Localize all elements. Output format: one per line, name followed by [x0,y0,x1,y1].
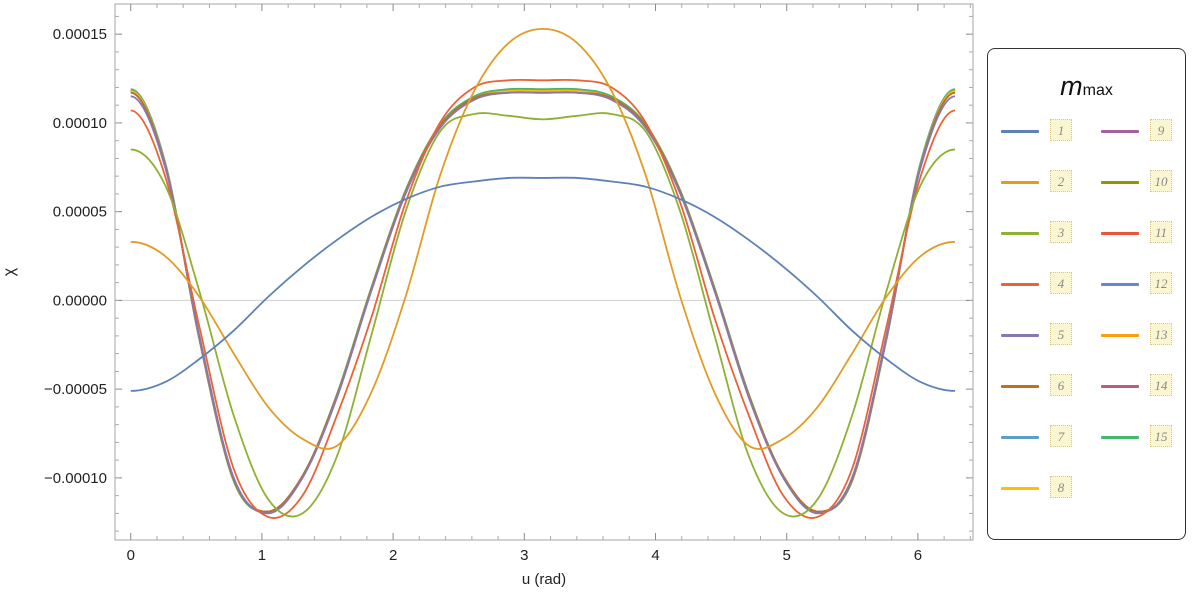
legend-item-4: 4 [1001,272,1081,296]
legend-item-3: 3 [1001,221,1081,245]
legend-swatch [1101,130,1139,133]
y-tick-label: 0.00015 [53,26,107,43]
legend-swatch [1101,181,1139,184]
series-line-11 [130,89,956,513]
series-line-14 [130,89,956,513]
legend-item-6: 6 [1001,374,1081,398]
legend-swatch [1001,232,1039,235]
series-line-3 [130,112,956,518]
legend-item-15: 15 [1101,425,1181,449]
legend-swatch [1001,487,1039,490]
legend-item-11: 11 [1101,221,1181,245]
x-tick-label: 0 [127,547,135,564]
legend-swatch [1001,130,1039,133]
legend-item-10: 10 [1101,170,1181,194]
y-tick-label: −0.00005 [44,381,107,398]
legend-item-14: 14 [1101,374,1181,398]
series-line-13 [130,89,956,513]
legend-swatch [1101,385,1139,388]
legend: mmax 1 2 3 4 5 6 7 8 9 10 11 12 13 14 15 [987,48,1186,540]
legend-item-5: 5 [1001,323,1081,347]
series-line-12 [130,89,956,513]
legend-item-1: 1 [1001,119,1081,143]
series-line-5 [130,91,956,515]
x-tick-label: 2 [389,547,397,564]
legend-label: 11 [1150,221,1172,243]
series-line-4 [130,78,956,519]
legend-label: 4 [1050,272,1072,294]
x-tick-label: 5 [783,547,791,564]
legend-item-7: 7 [1001,425,1081,449]
legend-item-8: 8 [1001,476,1081,500]
legend-label: 2 [1050,170,1072,192]
series-lines [130,27,956,519]
plot-frame [114,3,974,541]
legend-item-9: 9 [1101,119,1181,143]
legend-label: 15 [1150,425,1172,447]
legend-item-2: 2 [1001,170,1081,194]
legend-swatch [1001,283,1039,286]
legend-swatch [1001,181,1039,184]
series-line-6 [130,91,956,513]
legend-title-main: m [1060,71,1083,101]
legend-swatch [1001,334,1039,337]
legend-swatch [1001,385,1039,388]
legend-label: 14 [1150,374,1172,396]
series-line-2 [130,27,956,450]
legend-title: mmax [988,71,1185,102]
x-tick-label: 1 [258,547,266,564]
series-line-8 [130,89,956,513]
legend-title-subscript: max [1082,82,1113,99]
x-tick-label: 6 [914,547,922,564]
legend-label: 9 [1150,119,1172,141]
legend-label: 12 [1150,272,1172,294]
series-line-10 [130,89,956,513]
legend-swatch [1101,436,1139,439]
legend-label: 3 [1050,221,1072,243]
legend-label: 8 [1050,476,1072,498]
x-axis-label: u (rad) [522,571,566,588]
series-line-9 [130,89,956,513]
series-line-7 [130,91,956,513]
legend-swatch [1101,232,1139,235]
y-tick-label: 0.00010 [53,115,107,132]
legend-item-13: 13 [1101,323,1181,347]
legend-label: 5 [1050,323,1072,345]
legend-item-12: 12 [1101,272,1181,296]
legend-swatch [1001,436,1039,439]
legend-label: 13 [1150,323,1172,345]
x-tick-label: 3 [520,547,528,564]
legend-label: 7 [1050,425,1072,447]
y-axis-ticks: 0.00015 0.00010 0.00005 0.00000 −0.00005 −0.0… [44,15,973,532]
y-tick-label: 0.00000 [53,292,107,309]
y-axis-label: χ [1,267,18,276]
y-tick-label: −0.00010 [44,470,107,487]
legend-label: 1 [1050,119,1072,141]
y-tick-label: 0.00005 [53,204,107,221]
legend-swatch [1101,283,1139,286]
legend-swatch [1101,334,1139,337]
x-axis-ticks: 0 1 2 3 4 5 6 [127,4,971,564]
x-tick-label: 4 [651,547,659,564]
series-line-1 [130,176,956,392]
legend-label: 6 [1050,374,1072,396]
legend-label: 10 [1150,170,1172,192]
